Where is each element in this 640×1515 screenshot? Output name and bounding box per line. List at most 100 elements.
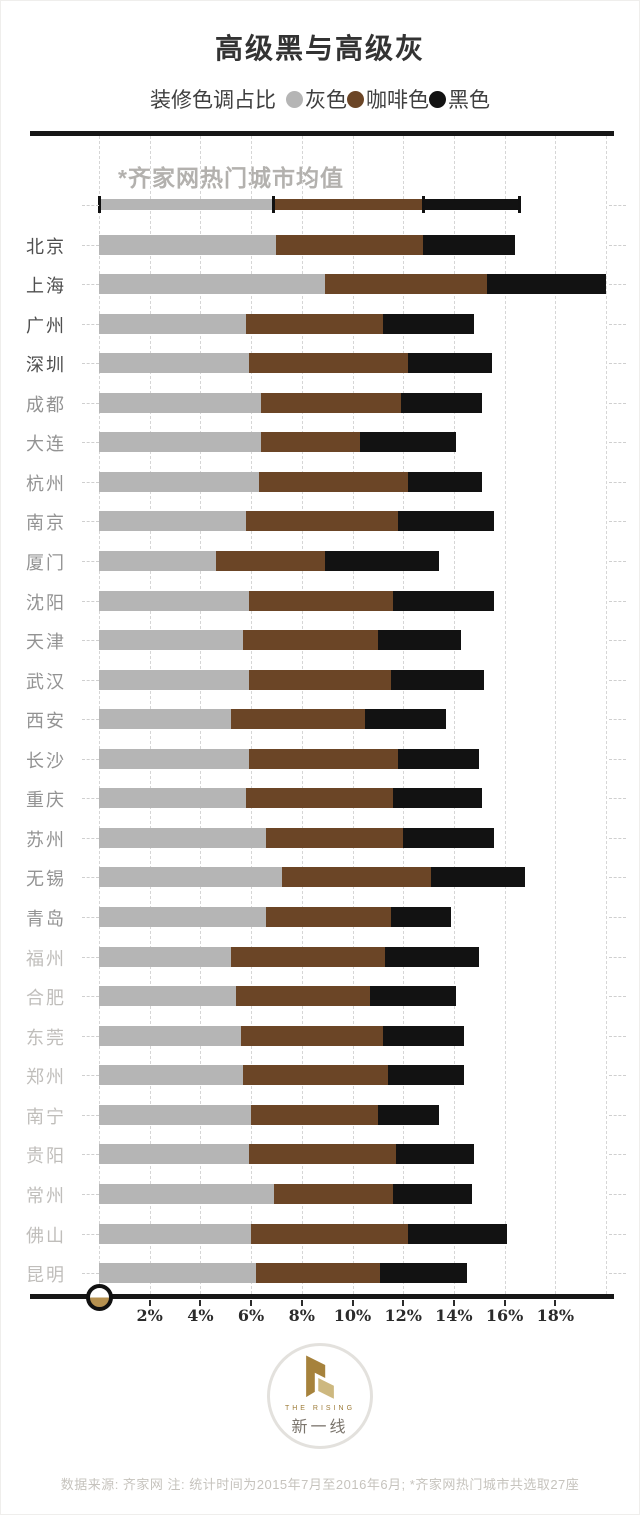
row-tick-left bbox=[82, 917, 99, 919]
bar-segment-gray bbox=[99, 709, 231, 730]
legend-prefix: 装修色调占比 bbox=[150, 89, 276, 112]
row-tick-left bbox=[82, 204, 99, 206]
axis-tick bbox=[503, 1300, 506, 1306]
row-tick-right bbox=[609, 1114, 626, 1116]
row-tick-right bbox=[609, 996, 626, 998]
row-tick-right bbox=[609, 442, 626, 444]
row-tick-right bbox=[609, 1193, 626, 1195]
bar-segment-gray bbox=[99, 590, 249, 611]
average-bar-segment bbox=[423, 199, 520, 210]
row-tick-right bbox=[609, 481, 626, 483]
bar-segment-black bbox=[377, 630, 462, 651]
bar-segment-gray bbox=[99, 1183, 274, 1204]
bar-segment-gray bbox=[99, 669, 249, 690]
row-tick-left bbox=[82, 402, 99, 404]
row-tick-left bbox=[82, 1154, 99, 1156]
bar-segment-gray bbox=[99, 867, 282, 888]
bar-segment-gray bbox=[99, 471, 259, 492]
bar-segment-gray bbox=[99, 788, 247, 809]
city-label: 杭州 bbox=[26, 473, 66, 494]
row-tick-left bbox=[82, 996, 99, 998]
bar-segment-black bbox=[387, 1065, 465, 1086]
bar-segment-black bbox=[380, 1263, 467, 1284]
the-rising-lab-logo: THE RISING 新一线 bbox=[267, 1343, 373, 1449]
bar-segment-gray bbox=[99, 748, 249, 769]
average-row-label: *齐家网热门城市均值 bbox=[118, 165, 344, 191]
bar-segment-coffee bbox=[240, 1025, 383, 1046]
row-tick-left bbox=[82, 1075, 99, 1077]
bar-segment-black bbox=[365, 709, 447, 730]
row-tick-left bbox=[82, 600, 99, 602]
bar-segment-black bbox=[486, 274, 606, 295]
gray-dot-icon bbox=[286, 90, 303, 108]
city-label: 成都 bbox=[26, 394, 66, 415]
row-tick-left bbox=[82, 244, 99, 246]
city-label: 昆明 bbox=[26, 1265, 66, 1286]
row-tick-left bbox=[82, 560, 99, 562]
bar-segment-gray bbox=[99, 274, 325, 295]
bar-segment-gray bbox=[99, 234, 277, 255]
bar-segment-coffee bbox=[256, 1263, 381, 1284]
bar-segment-black bbox=[408, 1223, 508, 1244]
city-label: 大连 bbox=[26, 434, 66, 455]
row-tick-left bbox=[82, 1193, 99, 1195]
bar-segment-black bbox=[403, 827, 495, 848]
axis-tick-label: 8% bbox=[288, 1306, 315, 1325]
bar-segment-gray bbox=[99, 1104, 252, 1125]
bar-segment-coffee bbox=[248, 748, 399, 769]
city-label: 苏州 bbox=[26, 829, 66, 850]
bar-segment-coffee bbox=[230, 709, 366, 730]
legend-label-black: 黑色 bbox=[448, 89, 490, 112]
axis-tick bbox=[452, 1300, 455, 1306]
bar-segment-coffee bbox=[261, 392, 401, 413]
city-label: 福州 bbox=[26, 948, 66, 969]
city-label: 广州 bbox=[26, 315, 66, 336]
bar-segment-gray bbox=[99, 907, 267, 928]
bar-segment-coffee bbox=[230, 946, 386, 967]
row-tick-left bbox=[82, 1114, 99, 1116]
bar-segment-coffee bbox=[248, 1144, 396, 1165]
city-label: 沈阳 bbox=[26, 592, 66, 613]
bar-segment-gray bbox=[99, 313, 247, 334]
row-tick-left bbox=[82, 521, 99, 523]
row-tick-left bbox=[82, 1273, 99, 1275]
logo-chinese-text: 新一线 bbox=[291, 1419, 349, 1436]
bar-segment-coffee bbox=[276, 234, 424, 255]
axis-tick-label: 4% bbox=[187, 1306, 214, 1325]
row-tick-right bbox=[609, 244, 626, 246]
average-bar-cap bbox=[97, 196, 101, 213]
city-label: 西安 bbox=[26, 711, 66, 732]
average-bar-cap bbox=[518, 196, 522, 213]
city-label: 东莞 bbox=[26, 1027, 66, 1048]
bar-segment-coffee bbox=[324, 274, 487, 295]
bar-segment-black bbox=[382, 313, 475, 334]
bar-segment-gray bbox=[99, 511, 247, 532]
city-label: 深圳 bbox=[26, 355, 66, 376]
bar-segment-black bbox=[393, 788, 482, 809]
city-label: 厦门 bbox=[26, 552, 66, 573]
city-label: 青岛 bbox=[26, 909, 66, 930]
bar-segment-coffee bbox=[246, 788, 394, 809]
bar-segment-gray bbox=[99, 986, 236, 1007]
bar-segment-gray bbox=[99, 630, 244, 651]
row-tick-left bbox=[82, 956, 99, 958]
row-tick-right bbox=[609, 640, 626, 642]
average-bar-segment bbox=[273, 199, 424, 210]
row-tick-left bbox=[82, 1233, 99, 1235]
row-tick-right bbox=[609, 877, 626, 879]
vertical-gridline bbox=[555, 136, 557, 1294]
row-tick-right bbox=[609, 798, 626, 800]
row-tick-left bbox=[82, 837, 99, 839]
row-tick-right bbox=[609, 917, 626, 919]
row-tick-right bbox=[609, 600, 626, 602]
logo-english-text: THE RISING bbox=[284, 1405, 356, 1412]
axis-tick bbox=[300, 1300, 303, 1306]
bar-segment-coffee bbox=[266, 907, 391, 928]
bar-segment-coffee bbox=[261, 432, 361, 453]
bar-segment-gray bbox=[99, 432, 262, 453]
average-bar-segment bbox=[99, 199, 274, 210]
row-tick-left bbox=[82, 323, 99, 325]
bar-segment-gray bbox=[99, 1025, 241, 1046]
bar-segment-black bbox=[360, 432, 457, 453]
